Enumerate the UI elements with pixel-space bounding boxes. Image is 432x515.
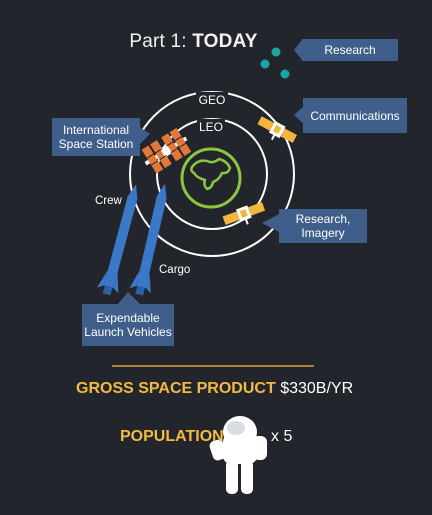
population-label: POPULATION	[120, 428, 224, 445]
research-dots-icon	[260, 47, 290, 79]
imagery-satellite-icon	[222, 202, 266, 225]
earth-icon	[180, 147, 242, 209]
iss-callout: International Space Station	[52, 118, 140, 156]
page-title: Part 1: TODAY	[0, 31, 387, 53]
communications-callout: Communications	[303, 98, 407, 133]
research-imagery-callout-pointer	[262, 214, 279, 232]
geo-label: GEO	[199, 93, 226, 107]
cargo-rocket-icon	[129, 183, 167, 296]
iss-icon	[141, 127, 192, 174]
research-callout-pointer	[294, 40, 302, 60]
geo-label-bg	[196, 92, 228, 107]
gross-space-product-label: GROSS SPACE PRODUCT	[76, 380, 276, 397]
gross-space-product-stat: GROSS SPACE PRODUCT $330B/YR	[76, 380, 353, 398]
launch-vehicles-callout: Expendable Launch Vehicles	[82, 304, 174, 346]
section-divider	[112, 365, 314, 367]
title-prefix: Part 1:	[129, 31, 193, 52]
leo-label: LEO	[199, 120, 223, 134]
leo-label-bg	[197, 119, 225, 134]
iss-callout-pointer	[138, 126, 150, 146]
population-multiplier: x 5	[271, 428, 293, 445]
title-emphasis: TODAY	[192, 31, 258, 52]
crew-label: Crew	[95, 195, 122, 207]
launch-vehicles-callout-pointer	[118, 292, 140, 304]
population-stat: POPULATION	[120, 428, 224, 446]
crew-rocket-icon	[96, 184, 138, 296]
gross-space-product-value: $330B/YR	[280, 380, 354, 397]
research-callout: Research	[302, 39, 398, 61]
communications-callout-pointer	[294, 105, 305, 125]
astronaut-icon	[209, 416, 267, 494]
research-imagery-callout: Research, Imagery	[279, 209, 367, 243]
cargo-label: Cargo	[159, 264, 191, 276]
communications-satellite-icon	[257, 116, 298, 143]
